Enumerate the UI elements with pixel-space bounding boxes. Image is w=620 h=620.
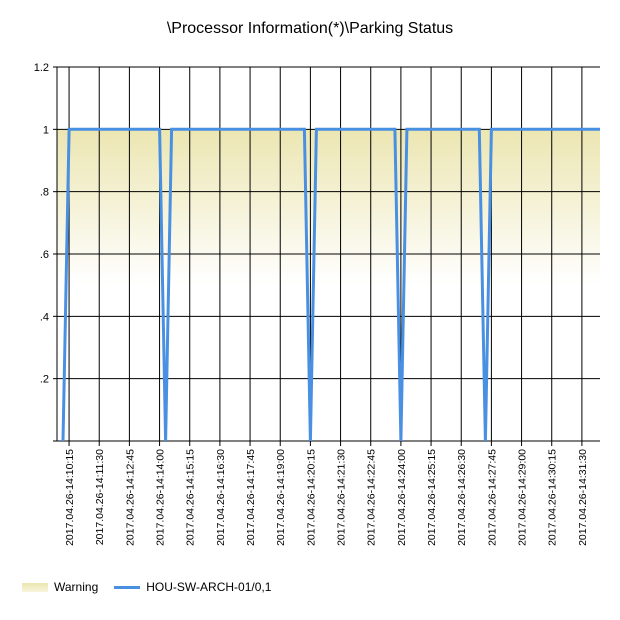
legend: Warning HOU-SW-ARCH-01/0,1 [22, 580, 287, 594]
x-tick-label: 2017.04.26-14:24:00 [396, 449, 408, 546]
x-tick-label: 2017.04.26-14:25:15 [426, 449, 438, 546]
warning-swatch [22, 582, 48, 592]
x-tick-label: 2017.04.26-14:19:00 [275, 449, 287, 546]
y-tick-label: .4 [40, 311, 49, 323]
legend-label-warning: Warning [54, 580, 99, 594]
x-tick-label: 2017.04.26-14:10:15 [64, 449, 76, 546]
x-tick-label: 2017.04.26-14:21:30 [336, 449, 348, 546]
x-tick-label: 2017.04.26-14:26:30 [456, 449, 468, 546]
series-line [61, 127, 600, 442]
series-layer [61, 127, 600, 442]
legend-item-series: HOU-SW-ARCH-01/0,1 [114, 580, 271, 594]
x-tick-label: 2017.04.26-14:11:30 [94, 449, 106, 545]
x-tick-label: 2017.04.26-14:31:30 [577, 449, 589, 546]
x-tick-label: 2017.04.26-14:20:15 [305, 449, 317, 546]
series-line-swatch [114, 585, 141, 589]
y-tick-label: .2 [40, 374, 49, 386]
x-tick-label: 2017.04.26-14:12:45 [124, 449, 136, 546]
x-tick-label: 2017.04.26-14:30:15 [547, 449, 559, 546]
grid-layer [57, 66, 600, 442]
legend-label-series: HOU-SW-ARCH-01/0,1 [146, 580, 272, 594]
x-tick-label: 2017.04.26-14:22:45 [366, 449, 378, 546]
legend-item-warning: Warning [22, 580, 98, 594]
y-tick-label: .8 [40, 187, 49, 199]
x-tick-label: 2017.04.26-14:15:15 [185, 449, 197, 546]
x-tick-label: 2017.04.26-14:17:45 [245, 449, 257, 546]
warning-band-layer [57, 129, 600, 286]
warning-band [57, 129, 600, 286]
axis-layer: .2 .4 .6 .8 1 1.2 2017.04.26-14:10:15 2017.04.2… [34, 62, 600, 546]
x-tick-label: 2017.04.26-14:27:45 [486, 449, 498, 546]
x-tick-label: 2017.04.26-14:16:30 [215, 449, 227, 546]
chart-title: \Processor Information(*)\Parking Status [166, 20, 454, 37]
x-tick-label: 2017.04.26-14:29:00 [517, 449, 529, 546]
x-tick-label: 2017.04.26-14:14:00 [155, 449, 167, 546]
y-tick-label: 1 [43, 124, 49, 136]
y-tick-label: .6 [40, 249, 49, 261]
y-tick-label: 1.2 [34, 62, 49, 74]
